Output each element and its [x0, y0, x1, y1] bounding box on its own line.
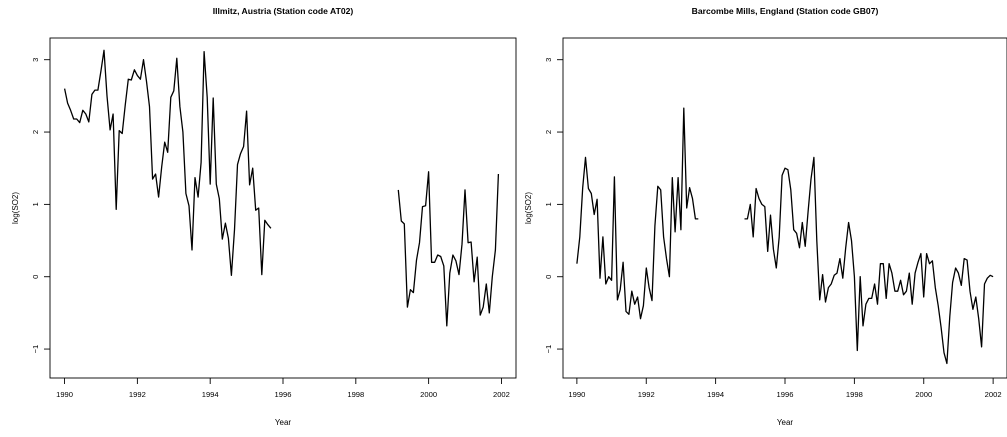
y-axis-label: log(SO2) [524, 192, 533, 224]
x-tick-label: 1994 [707, 390, 724, 399]
y-tick-label: 2 [31, 130, 40, 134]
series-line-1 [63, 49, 272, 276]
x-tick-label: 1992 [129, 390, 146, 399]
x-tick-label: 1992 [638, 390, 655, 399]
series-line-1 [576, 107, 699, 320]
chart-panel-2: Barcombe Mills, England (Station code GB… [524, 6, 1007, 427]
x-tick-label: 2002 [985, 390, 1002, 399]
chart-title: Barcombe Mills, England (Station code GB… [692, 6, 879, 16]
chart-title: Illmitz, Austria (Station code AT02) [213, 6, 354, 16]
plot-frame [49, 37, 517, 379]
y-axis-label: log(SO2) [11, 192, 20, 224]
x-tick-label: 1994 [202, 390, 219, 399]
y-tick-label: 2 [544, 130, 553, 134]
x-axis-label: Year [777, 418, 794, 427]
x-axis-label: Year [275, 418, 292, 427]
x-tick-label: 1998 [846, 390, 863, 399]
y-tick-label: 0 [31, 275, 40, 279]
y-tick-label: 0 [544, 275, 553, 279]
y-tick-label: 1 [544, 202, 553, 206]
x-tick-label: 2002 [493, 390, 510, 399]
x-tick-label: 1996 [275, 390, 292, 399]
x-tick-label: 1998 [347, 390, 364, 399]
y-tick-label: 3 [544, 58, 553, 62]
y-tick-label: −1 [31, 345, 40, 354]
chart-panel-1: Illmitz, Austria (Station code AT02) 1990… [11, 6, 517, 427]
series-line-2 [397, 171, 500, 327]
x-tick-label: 2000 [915, 390, 932, 399]
x-tick-label: 1996 [777, 390, 794, 399]
y-tick-label: −1 [544, 345, 553, 354]
x-tick-label: 1990 [56, 390, 73, 399]
series-line-2 [744, 156, 994, 365]
x-tick-label: 1990 [568, 390, 585, 399]
y-tick-label: 1 [31, 202, 40, 206]
y-tick-label: 3 [31, 58, 40, 62]
x-tick-label: 2000 [420, 390, 437, 399]
